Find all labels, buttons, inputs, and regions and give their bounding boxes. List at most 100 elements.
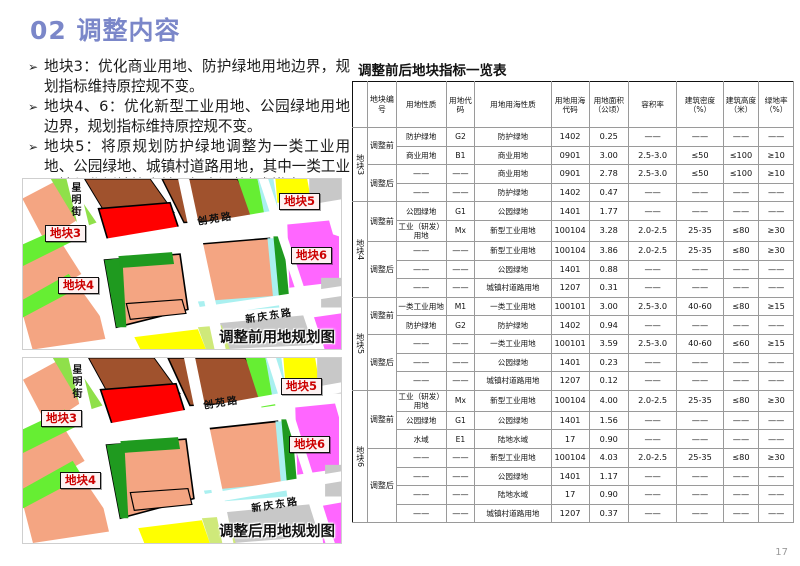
td-far: ——	[627, 182, 678, 203]
td-far: ——	[627, 466, 678, 487]
td-green-ratio: ≥30	[758, 389, 794, 412]
td-sea-nature: 陆地水域	[474, 429, 552, 449]
plot-tag-3[interactable]: 地块3	[45, 225, 87, 242]
td-far: ——	[627, 315, 678, 335]
table-header-row: 地块编号 用地性质 用地代码 用地用海性质 用地用海代码 用地面积（公顷） 容积…	[352, 81, 794, 128]
th-land-nature: 用地性质	[395, 81, 447, 128]
td-sea-nature: 公园绿地	[474, 259, 552, 280]
td-height: ——	[722, 182, 760, 203]
td-land-code: E1	[445, 429, 476, 449]
td-sea-code: 17	[550, 429, 590, 449]
th-block-no: 地块编号	[367, 81, 397, 128]
td-land-nature: ——	[395, 182, 447, 203]
td-density: ——	[676, 371, 724, 391]
table-row: 公园绿地 G1 公园绿地 1401 1.56 —— —— —— ——	[353, 410, 794, 431]
land-use-map-after[interactable]: 星明街 创苑路 新庆东路 地块3 地块4 地块5 地块6 调整后用地规划图	[22, 357, 342, 544]
plot-tag-6[interactable]: 地块6	[289, 436, 331, 453]
td-land-nature: ——	[395, 240, 447, 261]
td-area: 0.90	[588, 485, 629, 505]
table-head: 地块编号 用地性质 用地代码 用地用海性质 用地用海代码 用地面积（公顷） 容积…	[352, 81, 794, 128]
plot-tag-6[interactable]: 地块6	[291, 247, 333, 264]
td-land-code: G1	[445, 410, 476, 431]
th-sea-code: 用地用海代码	[550, 81, 590, 128]
td-sea-nature: 一类工业用地	[474, 333, 552, 354]
td-height: ≤100	[722, 145, 760, 166]
td-sea-code: 100104	[550, 240, 590, 261]
td-sea-nature: 公园绿地	[474, 466, 552, 487]
td-sea-code: 1401	[550, 259, 590, 280]
indicators-table-wrapper: 地块编号 用地性质 用地代码 用地用海性质 用地用海代码 用地面积（公顷） 容积…	[352, 81, 794, 524]
td-area: 3.28	[588, 219, 629, 242]
td-land-nature: 商业用地	[395, 145, 447, 166]
td-area: 4.03	[588, 447, 629, 468]
td-sea-nature: 公园绿地	[474, 201, 552, 221]
td-height: ≤80	[722, 296, 760, 317]
td-height: ——	[722, 371, 760, 391]
table-row: —— —— 公园绿地 1401 0.23 —— —— —— ——	[353, 352, 794, 373]
table-row: 调整后 —— —— 商业用地 0901 2.78 2.5-3.0 ≤50 ≤100 ≥10	[353, 164, 794, 203]
table-row: —— —— 公园绿地 1401 1.17 —— —— —— ——	[353, 466, 794, 487]
td-land-code: ——	[445, 485, 476, 505]
td-density: ——	[676, 485, 724, 505]
table-row: 地块3 调整前 防护绿地 G2 防护绿地 1402 0.25 —— —— —— ——	[352, 126, 794, 203]
td-sea-nature: 城镇村道路用地	[474, 503, 552, 524]
td-stage: 调整后	[367, 240, 397, 298]
td-sea-nature: 城镇村道路用地	[474, 278, 552, 298]
td-sea-nature: 新型工业用地	[474, 219, 552, 242]
th-area: 用地面积（公顷）	[588, 81, 629, 128]
table-row: 商业用地 B1 商业用地 0901 3.00 2.5-3.0 ≤50 ≤100 ≥10	[353, 145, 794, 166]
td-land-nature: ——	[395, 447, 447, 468]
th-height: 建筑高度（米）	[722, 81, 760, 128]
table-row: 调整后 —— —— 新型工业用地 100104 3.86 2.0-2.5 25-35 ≤80 ≥3…	[353, 240, 794, 298]
td-land-code: Mx	[445, 389, 476, 412]
td-sea-code: 1207	[550, 278, 590, 298]
td-density: 25-35	[676, 447, 724, 468]
td-sea-code: 1401	[550, 352, 590, 373]
td-far: 2.0-2.5	[627, 240, 678, 261]
td-density: ≤50	[676, 145, 724, 166]
td-sea-code: 1401	[550, 201, 590, 221]
td-stage: 调整后	[367, 333, 397, 391]
table-row: —— —— 城镇村道路用地 1207 0.37 —— —— —— ——	[353, 503, 794, 524]
td-stage: 调整前	[367, 201, 397, 242]
td-far: ——	[627, 127, 678, 147]
table-body: 地块3 调整前 防护绿地 G2 防护绿地 1402 0.25 —— —— —— —— 商业用地 B1 商业…	[352, 126, 794, 524]
td-far: 2.0-2.5	[627, 219, 678, 242]
plot-tag-4[interactable]: 地块4	[60, 472, 102, 489]
table-row: —— —— 城镇村道路用地 1207 0.31 —— —— —— ——	[353, 278, 794, 298]
land-use-map-before[interactable]: 星明街 创苑路 新庆东路 地块3 地块4 地块5 地块6 调整前用地规划图	[22, 178, 342, 350]
td-green-ratio: ≥30	[758, 447, 794, 468]
td-sea-code: 1402	[550, 182, 590, 203]
plot-tag-5[interactable]: 地块5	[281, 378, 323, 395]
td-density: ——	[676, 201, 724, 221]
td-area: 1.77	[588, 201, 629, 221]
plot-tag-4[interactable]: 地块4	[58, 277, 100, 294]
td-sea-nature: 新型工业用地	[474, 389, 552, 412]
td-land-code: ——	[445, 503, 476, 524]
td-land-nature: ——	[395, 352, 447, 373]
td-block-no: 地块5	[352, 296, 368, 391]
th-green-ratio: 绿地率（%）	[758, 81, 794, 128]
td-green-ratio: ——	[758, 371, 794, 391]
td-land-code: M1	[445, 296, 476, 317]
plot-tag-5[interactable]: 地块5	[279, 193, 321, 210]
td-land-nature: ——	[395, 503, 447, 524]
bullet-arrow-icon: ➢	[28, 140, 39, 154]
td-sea-nature: 商业用地	[474, 145, 552, 166]
td-sea-code: 1402	[550, 315, 590, 335]
plot-tag-3[interactable]: 地块3	[41, 410, 83, 427]
td-land-code: ——	[445, 333, 476, 354]
td-green-ratio: ≥30	[758, 219, 794, 242]
td-height: ≤80	[722, 447, 760, 468]
td-height: ——	[722, 259, 760, 280]
street-label-xingming: 星明街	[69, 182, 80, 218]
td-sea-code: 0901	[550, 145, 590, 166]
td-density: ——	[676, 503, 724, 524]
td-green-ratio: ——	[758, 201, 794, 221]
td-land-nature: 水域	[395, 429, 447, 449]
map-before-graphic	[23, 179, 341, 349]
td-green-ratio: ——	[758, 466, 794, 487]
td-green-ratio: ≥10	[758, 145, 794, 166]
td-land-code: B1	[445, 145, 476, 166]
td-green-ratio: ——	[758, 278, 794, 298]
